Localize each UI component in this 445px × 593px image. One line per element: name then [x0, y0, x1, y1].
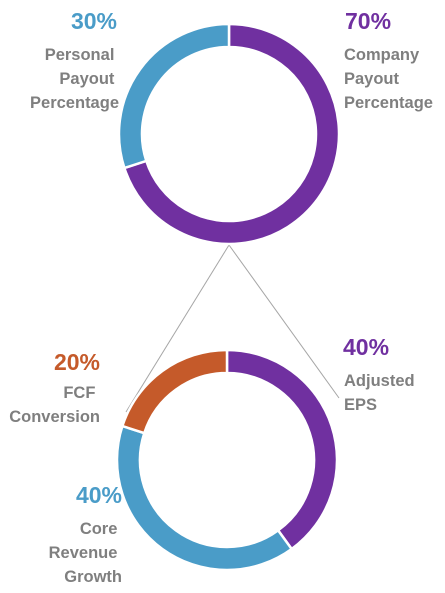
connector-line [228, 244, 340, 399]
donut-slice-personal-payout-percentage [117, 22, 231, 170]
donut-slice-company-payout-percentage [122, 22, 341, 246]
slice-label-line: Payout [59, 70, 115, 88]
slice-value-label-fcf-conversion: 20% [54, 349, 100, 375]
slice-label-line: Company [344, 46, 420, 64]
slice-value-label-core-revenue-growth: 40% [76, 482, 122, 508]
breakdown-connector-lines [125, 244, 340, 413]
company-payout-breakdown-donut [115, 348, 339, 572]
donut-slice-adjusted-eps [225, 348, 339, 551]
slice-label-personal: Personal Payout Percentage [30, 46, 119, 112]
slice-label-core-revenue-growth: Core Revenue Growth [49, 520, 122, 586]
slice-value-label-company: 70% [345, 8, 391, 34]
slice-label-company: Company Payout Percentage [344, 46, 433, 112]
connector-line [125, 244, 230, 413]
payout-split-donut [117, 22, 341, 246]
slice-label-line: Conversion [9, 408, 100, 426]
donut-slice-fcf-conversion [120, 348, 229, 435]
slice-label-line: Payout [344, 70, 400, 88]
slice-label-line: Percentage [30, 94, 119, 112]
slice-label-adjusted-eps: Adjusted EPS [344, 372, 419, 414]
slice-value-label-adjusted-eps: 40% [343, 334, 389, 360]
slice-label-line: EPS [344, 396, 377, 414]
slice-label-line: Adjusted [344, 372, 415, 390]
slice-label-line: FCF [63, 384, 95, 402]
slice-label-line: Core [80, 520, 118, 538]
donut-slice-core-revenue-growth [115, 424, 294, 572]
slice-label-line: Growth [64, 568, 122, 586]
slice-value-label-personal: 30% [71, 8, 117, 34]
slice-label-line: Personal [45, 46, 115, 64]
slice-label-line: Percentage [344, 94, 433, 112]
slice-label-fcf-conversion: FCF Conversion [9, 384, 100, 426]
slice-label-line: Revenue [49, 544, 118, 562]
